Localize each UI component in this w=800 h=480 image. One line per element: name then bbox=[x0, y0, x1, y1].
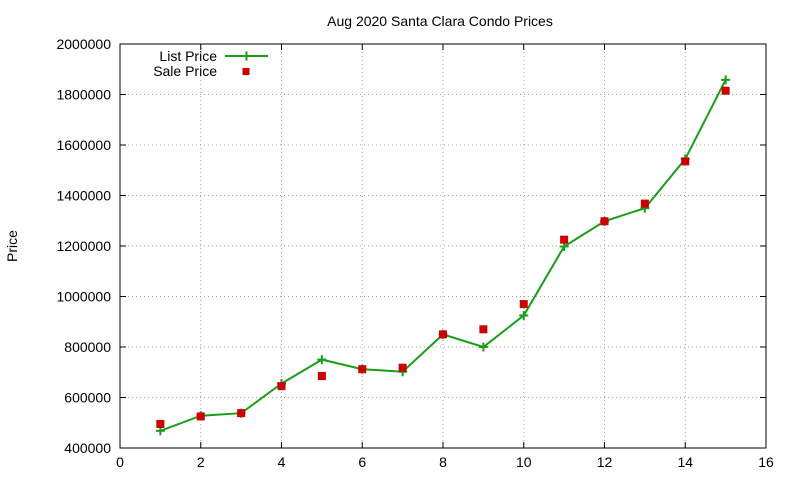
series-layer bbox=[155, 75, 731, 436]
data-point-sale-price bbox=[317, 372, 326, 381]
data-point-list-price bbox=[317, 355, 327, 365]
data-point-sale-price bbox=[277, 382, 286, 391]
data-point-sale-price bbox=[196, 412, 205, 421]
data-point-sale-price bbox=[398, 363, 407, 372]
x-tick-label: 12 bbox=[597, 454, 613, 470]
data-point-list-price bbox=[478, 342, 488, 352]
y-tick-label: 1400000 bbox=[56, 188, 111, 204]
data-point-sale-price bbox=[519, 300, 528, 309]
x-tick-label: 6 bbox=[358, 454, 366, 470]
y-tick-label: 800000 bbox=[64, 339, 111, 355]
data-point-sale-price bbox=[560, 235, 569, 244]
data-point-sale-price bbox=[681, 157, 690, 166]
y-tick-label: 1000000 bbox=[56, 289, 111, 305]
legend-marker-sale-price bbox=[242, 68, 250, 75]
x-tick-label: 10 bbox=[516, 454, 532, 470]
legend-label-sale-price: Sale Price bbox=[153, 63, 217, 79]
y-tick-label: 1600000 bbox=[56, 137, 111, 153]
data-point-list-price bbox=[721, 75, 731, 85]
data-point-sale-price bbox=[237, 409, 246, 418]
y-tick-label: 2000000 bbox=[56, 36, 111, 52]
axis-ticks: 0 2 4 6 8 10 12 14 16 400000 600000 800000 1000000 12… bbox=[56, 36, 774, 470]
data-point-sale-price bbox=[358, 365, 367, 374]
x-tick-label: 14 bbox=[677, 454, 693, 470]
y-tick-label: 1800000 bbox=[56, 87, 111, 103]
y-tick-label: 600000 bbox=[64, 390, 111, 406]
data-point-sale-price bbox=[721, 86, 730, 95]
data-point-list-price bbox=[519, 310, 529, 320]
y-axis-label: Price bbox=[4, 230, 20, 262]
chart-title: Aug 2020 Santa Clara Condo Prices bbox=[327, 13, 553, 29]
y-tick-label: 1200000 bbox=[56, 238, 111, 254]
x-tick-label: 2 bbox=[197, 454, 205, 470]
x-tick-label: 16 bbox=[758, 454, 774, 470]
data-point-sale-price bbox=[439, 330, 447, 339]
legend-marker-list-price bbox=[242, 51, 251, 61]
x-tick-label: 0 bbox=[116, 454, 124, 470]
legend-label-list-price: List Price bbox=[159, 48, 217, 64]
x-tick-label: 4 bbox=[278, 454, 286, 470]
legend: List Price Sale Price bbox=[153, 48, 268, 79]
data-point-sale-price bbox=[156, 420, 165, 429]
y-tick-label: 400000 bbox=[64, 440, 111, 456]
data-point-sale-price bbox=[479, 325, 488, 334]
grid bbox=[120, 44, 766, 448]
x-tick-label: 8 bbox=[439, 454, 447, 470]
data-point-sale-price bbox=[640, 199, 649, 208]
data-point-sale-price bbox=[600, 217, 609, 226]
